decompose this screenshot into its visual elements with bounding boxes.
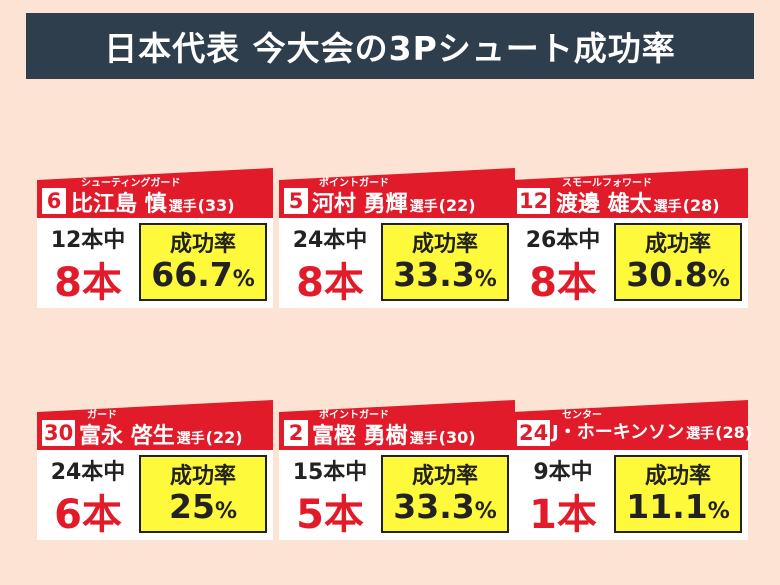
- player-name-line: 富樫 勇樹 選手 (30): [312, 418, 476, 450]
- player-age: (22): [438, 196, 476, 215]
- jersey-number: 5: [284, 188, 308, 214]
- rate-box: 成功率 11.1%: [614, 455, 742, 533]
- player-age: (28): [682, 196, 720, 215]
- player-card: 6 シューティングガード 比江島 慎 選手 (33) 12本中 8本 成功率 6…: [37, 168, 273, 308]
- stats-panel: 26本中 8本 成功率 30.8%: [512, 218, 748, 308]
- stats-panel: 12本中 8本 成功率 66.7%: [37, 218, 273, 308]
- player-name: 富永 啓生: [79, 424, 175, 449]
- attempts-text: 9本中: [533, 460, 593, 485]
- player-name-line: 河村 勇輝 選手 (22): [312, 186, 476, 218]
- player-name: 比江島 慎: [71, 192, 167, 217]
- made-count: 6本: [54, 492, 122, 538]
- player-card: 24 センター J・ホーキンソン 選手 (28) 9本中 1本 成功率 11.1…: [512, 400, 752, 540]
- made-count: 1本: [529, 492, 597, 538]
- player-age: (33): [197, 196, 235, 215]
- rate-value: 30.8: [626, 255, 708, 294]
- rate-value: 25: [169, 487, 215, 526]
- player-position: ガード: [87, 410, 117, 421]
- rate-value-line: 25%: [141, 487, 265, 526]
- rate-label: 成功率: [411, 464, 478, 489]
- jersey-number: 24: [517, 420, 551, 446]
- stats-panel: 9本中 1本 成功率 11.1%: [512, 450, 748, 540]
- stats-panel: 24本中 6本 成功率 25%: [37, 450, 273, 540]
- percent-sign: %: [214, 499, 237, 524]
- player-name: 渡邊 雄太: [556, 192, 652, 217]
- rate-label: 成功率: [169, 232, 236, 257]
- player-name-line: J・ホーキンソン 選手 (28): [552, 418, 752, 444]
- jersey-number: 6: [42, 188, 66, 214]
- jersey-number: 2: [284, 420, 308, 446]
- rate-box: 成功率 25%: [139, 455, 267, 533]
- rate-label: 成功率: [644, 464, 711, 489]
- attempts-text: 15本中: [292, 460, 368, 485]
- stats-panel: 24本中 8本 成功率 33.3%: [279, 218, 515, 308]
- player-suffix: 選手: [176, 431, 205, 447]
- rate-value: 66.7: [151, 255, 233, 294]
- player-age: (22): [205, 428, 243, 447]
- rate-value-line: 66.7%: [141, 255, 265, 294]
- jersey-number: 12: [517, 188, 551, 214]
- made-count: 8本: [54, 260, 122, 306]
- rate-box: 成功率 33.3%: [381, 455, 509, 533]
- percent-sign: %: [232, 267, 255, 292]
- rate-box: 成功率 30.8%: [614, 223, 742, 301]
- player-card: 30 ガード 富永 啓生 選手 (22) 24本中 6本 成功率 25%: [37, 400, 273, 540]
- player-position: ポイントガード: [319, 410, 389, 421]
- rate-value: 11.1: [626, 487, 708, 526]
- rate-value-line: 33.3%: [383, 255, 507, 294]
- player-position: センター: [562, 410, 602, 421]
- rate-label: 成功率: [169, 464, 236, 489]
- page-title: 日本代表 今大会の3Pシュート成功率: [26, 13, 754, 79]
- stats-panel: 15本中 5本 成功率 33.3%: [279, 450, 515, 540]
- attempts-text: 24本中: [292, 228, 368, 253]
- player-name-line: 比江島 慎 選手 (33): [71, 186, 235, 218]
- player-name: 富樫 勇樹: [312, 424, 408, 449]
- made-count: 8本: [296, 260, 364, 306]
- player-card: 2 ポイントガード 富樫 勇樹 選手 (30) 15本中 5本 成功率 33.3…: [279, 400, 515, 540]
- player-age: (28): [715, 423, 753, 442]
- player-name-line: 渡邊 雄太 選手 (28): [556, 186, 720, 218]
- player-name-line: 富永 啓生 選手 (22): [79, 418, 243, 450]
- rate-value: 33.3: [393, 487, 475, 526]
- player-card: 5 ポイントガード 河村 勇輝 選手 (22) 24本中 8本 成功率 33.3…: [279, 168, 515, 308]
- player-suffix: 選手: [168, 199, 197, 215]
- percent-sign: %: [707, 499, 730, 524]
- rate-box: 成功率 33.3%: [381, 223, 509, 301]
- percent-sign: %: [707, 267, 730, 292]
- player-suffix: 選手: [686, 426, 715, 442]
- rate-value-line: 33.3%: [383, 487, 507, 526]
- rate-label: 成功率: [411, 232, 478, 257]
- rate-box: 成功率 66.7%: [139, 223, 267, 301]
- player-suffix: 選手: [409, 431, 438, 447]
- player-position: シューティングガード: [81, 178, 181, 189]
- rate-value: 33.3: [393, 255, 475, 294]
- player-position: ポイントガード: [319, 178, 389, 189]
- player-name: 河村 勇輝: [312, 192, 408, 217]
- rate-label: 成功率: [644, 232, 711, 257]
- jersey-number: 30: [42, 420, 76, 446]
- percent-sign: %: [474, 267, 497, 292]
- player-age: (30): [438, 428, 476, 447]
- attempts-text: 24本中: [50, 460, 126, 485]
- made-count: 8本: [529, 260, 597, 306]
- percent-sign: %: [474, 499, 497, 524]
- attempts-text: 12本中: [50, 228, 126, 253]
- rate-value-line: 11.1%: [616, 487, 740, 526]
- player-card: 12 スモールフォワード 渡邊 雄太 選手 (28) 26本中 8本 成功率 3…: [512, 168, 748, 308]
- player-suffix: 選手: [409, 199, 438, 215]
- player-name: J・ホーキンソン: [552, 422, 685, 443]
- rate-value-line: 30.8%: [616, 255, 740, 294]
- attempts-text: 26本中: [525, 228, 601, 253]
- made-count: 5本: [296, 492, 364, 538]
- player-suffix: 選手: [653, 199, 682, 215]
- player-position: スモールフォワード: [562, 178, 652, 189]
